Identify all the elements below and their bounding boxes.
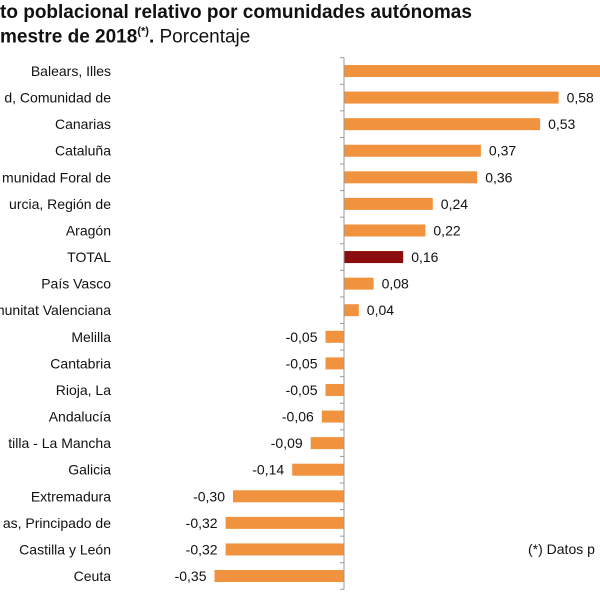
bar — [325, 330, 344, 343]
category-label: Melilla — [71, 329, 111, 345]
category-label: Rioja, La — [56, 382, 111, 398]
data-label: -0,14 — [252, 462, 284, 478]
data-label: 0,24 — [441, 196, 468, 212]
category-label: Cantabria — [50, 355, 111, 371]
category-label: Andalucía — [49, 409, 111, 425]
bar — [321, 410, 344, 423]
category-label: Aragón — [66, 222, 111, 238]
data-label: 0,16 — [411, 249, 438, 265]
data-label: -0,05 — [286, 382, 318, 398]
bar — [310, 437, 344, 450]
bar — [344, 171, 478, 184]
data-label: -0,32 — [186, 541, 218, 557]
data-label: 0,08 — [382, 276, 409, 292]
category-label: TOTAL — [67, 249, 111, 265]
bar — [344, 224, 426, 237]
category-label: Galicia — [68, 462, 111, 478]
title-dot: . — [148, 26, 155, 48]
data-label: 0,22 — [433, 222, 460, 238]
chart-title-line2: mestre de 2018(*). Porcentaje — [0, 26, 250, 48]
category-label: Ceuta — [74, 568, 112, 584]
bar — [344, 251, 404, 264]
bar — [325, 357, 344, 370]
category-label: munidad Foral de — [2, 169, 111, 185]
data-label: 0,58 — [567, 90, 594, 106]
bar — [344, 144, 481, 157]
data-label: -0,32 — [186, 515, 218, 531]
data-label: -0,09 — [271, 435, 303, 451]
category-label: Extremadura — [31, 488, 111, 504]
category-label: as, Principado de — [3, 515, 111, 531]
category-label: País Vasco — [41, 276, 111, 292]
category-label: d, Comunidad de — [4, 90, 111, 106]
category-label: munitat Valenciana — [0, 302, 111, 318]
bar — [344, 65, 600, 77]
category-label: tilla - La Mancha — [8, 435, 111, 451]
title-unit: Porcentaje — [154, 26, 251, 48]
data-label: 0,53 — [548, 116, 575, 132]
bar — [214, 570, 344, 583]
title-period: mestre de 2018 — [0, 26, 138, 48]
category-label: Castilla y León — [19, 541, 111, 557]
bar — [225, 543, 344, 556]
bar — [344, 118, 541, 131]
bar — [344, 91, 559, 104]
bar — [344, 304, 359, 317]
data-label: 0,36 — [485, 169, 512, 185]
category-label: Canarias — [55, 116, 111, 132]
chart-title-line1: to poblacional relativo por comunidades … — [0, 2, 472, 23]
data-label: -0,05 — [286, 355, 318, 371]
category-label: urcia, Región de — [9, 196, 111, 212]
data-label: -0,05 — [286, 329, 318, 345]
data-label: -0,06 — [282, 409, 314, 425]
category-label: Cataluña — [55, 143, 111, 159]
bar — [325, 383, 344, 396]
data-label: -0,30 — [193, 488, 225, 504]
bar — [344, 197, 433, 210]
footnote: (*) Datos p — [528, 541, 595, 557]
title-footnote-mark: (*) — [137, 26, 149, 38]
category-label: Balears, Illes — [31, 63, 111, 79]
data-label: 0,04 — [367, 302, 394, 318]
data-label: 0,37 — [489, 143, 516, 159]
bar — [344, 277, 374, 290]
bar — [225, 516, 344, 529]
bar — [292, 463, 344, 476]
bar — [233, 490, 344, 503]
data-label: -0,35 — [175, 568, 207, 584]
